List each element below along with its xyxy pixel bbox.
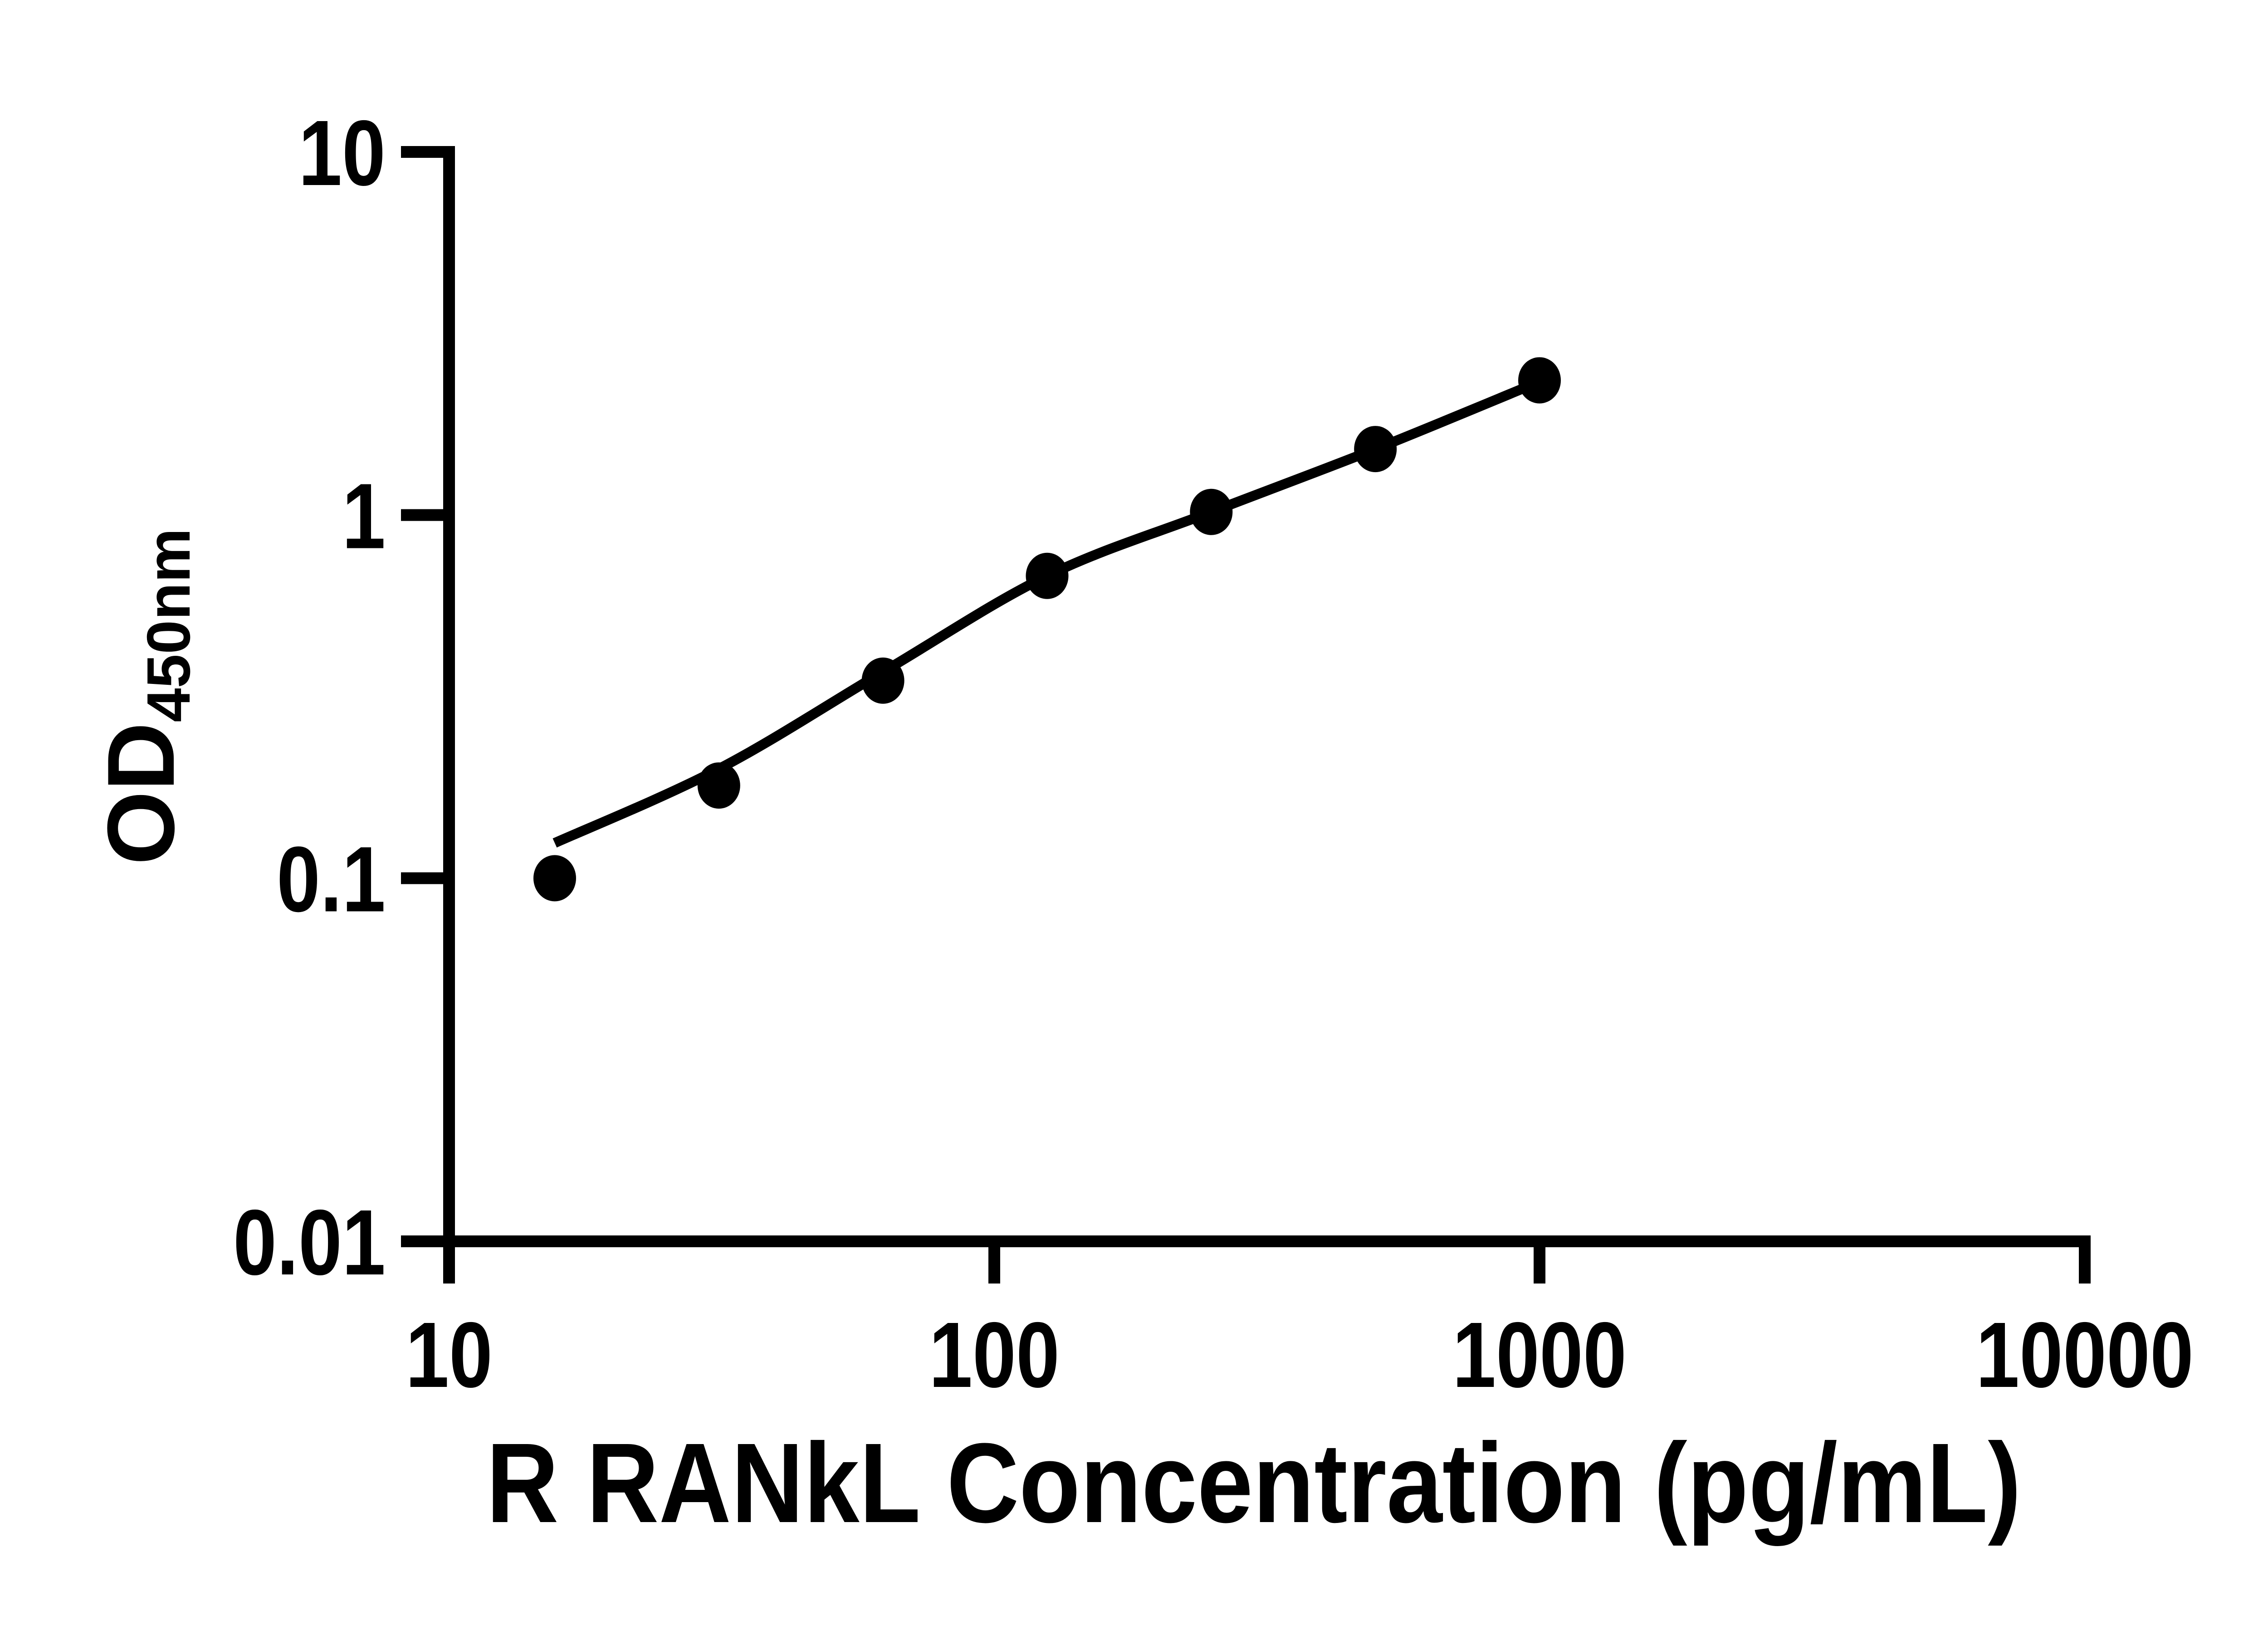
- y-axis-title: OD450nm: [88, 528, 203, 865]
- y-tick-label-0.01: 0.01: [233, 1191, 386, 1294]
- data-point-250pg-ml: [1190, 488, 1233, 535]
- x-axis-tick-labels: 10 100 1000 10000: [406, 1303, 2194, 1407]
- data-point-15.625pg-ml: [533, 855, 576, 902]
- x-tick-label-100: 100: [929, 1303, 1060, 1407]
- x-tick-label-10000: 10000: [1976, 1303, 2194, 1407]
- x-tick-label-1000: 1000: [1452, 1303, 1627, 1407]
- y-tick-label-1: 1: [342, 464, 386, 568]
- data-point-31.25pg-ml: [697, 762, 740, 809]
- data-points: [533, 357, 1561, 902]
- data-point-125pg-ml: [1026, 552, 1069, 599]
- plot-axes: 10 1 0.1 0.01 10 100 1000 10000: [233, 101, 2194, 1407]
- data-point-500pg-ml: [1354, 426, 1397, 473]
- data-point-62.5pg-ml: [861, 657, 904, 704]
- x-axis-ticks: [443, 1241, 2091, 1284]
- y-axis-tick-labels: 10 1 0.1 0.01: [233, 101, 386, 1294]
- x-axis-title: R RANkL Concentration (pg/mL): [486, 1420, 2021, 1546]
- y-axis-title-main: OD: [88, 722, 194, 865]
- data-point-1000pg-ml: [1518, 357, 1561, 404]
- y-axis-title-sub: 450nm: [134, 528, 203, 722]
- y-axis-ticks: [401, 146, 449, 1247]
- x-tick-label-10: 10: [406, 1303, 493, 1407]
- y-tick-label-0.1: 0.1: [277, 827, 386, 931]
- y-tick-label-10: 10: [298, 101, 386, 205]
